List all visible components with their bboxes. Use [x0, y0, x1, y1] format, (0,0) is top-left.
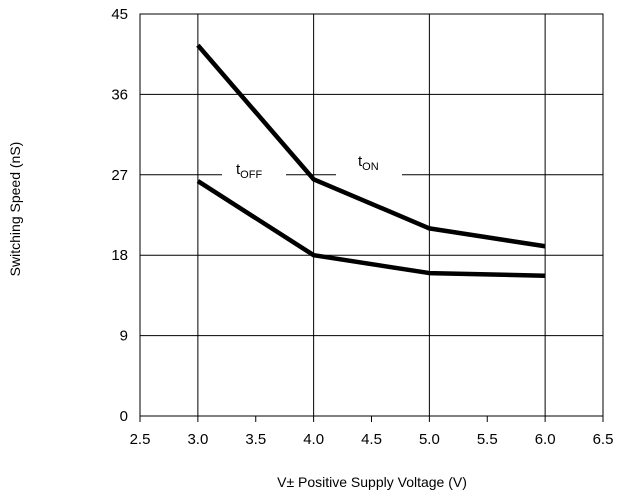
- y-tick-label-36: 36: [111, 86, 128, 103]
- series-line-ton: [196, 43, 546, 249]
- x-tick-label-3.5: 3.5: [245, 431, 266, 448]
- y-tick-label-45: 45: [111, 6, 128, 23]
- x-axis-ticks: 2.5 3.0 3.5 4.0 4.5 5.0 5.5 6.0 6.5: [130, 416, 614, 448]
- x-tick-label-4.5: 4.5: [361, 431, 382, 448]
- annotation-ton-label: tON: [358, 153, 379, 173]
- y-axis-ticks: 0 9 18 27 36 45: [111, 6, 128, 425]
- series-line-toff: [196, 179, 546, 278]
- x-tick-label-6.0: 6.0: [535, 431, 556, 448]
- y-tick-label-27: 27: [111, 167, 128, 184]
- annotation-toff-label: tOFF: [236, 161, 262, 181]
- y-tick-label-18: 18: [111, 247, 128, 264]
- x-tick-label-6.5: 6.5: [593, 431, 614, 448]
- x-tick-label-2.5: 2.5: [130, 431, 151, 448]
- plot-background: [140, 14, 603, 416]
- y-tick-label-0: 0: [120, 408, 128, 425]
- annotation-toff-bg: [222, 153, 286, 181]
- annotation-ton: tON: [336, 148, 402, 176]
- series-lines: [196, 43, 546, 278]
- x-axis-label: V± Positive Supply Voltage (V): [277, 474, 467, 490]
- x-tick-label-4.0: 4.0: [303, 431, 324, 448]
- annotation-ton-bg: [336, 148, 402, 176]
- annotation-toff: tOFF: [222, 153, 286, 181]
- x-tick-label-5.5: 5.5: [477, 431, 498, 448]
- y-axis-label: Switching Speed (nS): [7, 142, 23, 277]
- x-tick-label-3.0: 3.0: [187, 431, 208, 448]
- y-tick-label-9: 9: [120, 328, 128, 345]
- x-tick-label-5.0: 5.0: [419, 431, 440, 448]
